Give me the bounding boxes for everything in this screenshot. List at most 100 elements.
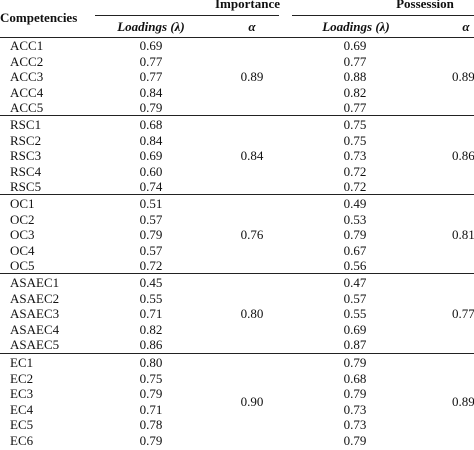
possession-loading: 0.69 <box>343 38 367 53</box>
importance-loading: 0.82 <box>139 321 163 337</box>
alpha-importance: 0.80 <box>240 306 264 321</box>
alpha-possession: 0.77 <box>452 306 474 321</box>
possession-loading: 0.56 <box>343 258 367 273</box>
importance-loading: 0.51 <box>139 196 163 211</box>
importance-loading: 0.86 <box>139 337 163 352</box>
item-code: ACC5 <box>10 100 44 115</box>
possession-loading: 0.67 <box>343 242 367 258</box>
importance-loading: 0.71 <box>139 306 163 321</box>
header-rule <box>0 37 474 38</box>
importance-loading: 0.79 <box>139 100 163 115</box>
importance-loading: 0.77 <box>139 53 163 69</box>
importance-underline <box>95 15 279 16</box>
importance-loading: 0.79 <box>139 227 163 242</box>
header-loadings-importance: Loadings (λ) <box>117 19 185 34</box>
importance-loading: 0.55 <box>139 290 163 306</box>
alpha-possession: 0.89 <box>452 393 474 409</box>
group-divider <box>0 353 474 354</box>
possession-loading: 0.68 <box>343 370 367 386</box>
importance-loading: 0.79 <box>139 432 163 448</box>
possession-loading: 0.69 <box>343 321 367 337</box>
possession-loading: 0.55 <box>343 306 367 321</box>
possession-loading: 0.47 <box>343 275 367 290</box>
item-code: ACC4 <box>10 84 44 100</box>
importance-loading: 0.78 <box>139 417 163 432</box>
importance-loading: 0.75 <box>139 370 163 386</box>
possession-loading: 0.75 <box>343 117 367 132</box>
possession-loading: 0.82 <box>343 84 367 100</box>
importance-loading: 0.72 <box>139 258 163 273</box>
importance-loading: 0.57 <box>139 211 163 227</box>
header-alpha-importance: α <box>248 19 256 34</box>
item-code: OC3 <box>10 227 35 242</box>
header-competencies: Competencies <box>0 10 78 25</box>
possession-loading: 0.53 <box>343 211 367 227</box>
header-alpha-possession: α <box>462 19 470 34</box>
header-possession: Possession <box>396 0 454 11</box>
possession-loading: 0.77 <box>343 53 367 69</box>
item-code: ACC2 <box>10 53 44 69</box>
possession-loading: 0.79 <box>343 432 367 448</box>
possession-loading: 0.79 <box>343 227 367 242</box>
alpha-importance: 0.76 <box>240 227 264 242</box>
possession-loading: 0.79 <box>343 355 367 370</box>
possession-loading: 0.79 <box>343 386 367 401</box>
item-code: EC2 <box>10 370 34 386</box>
item-code: ACC1 <box>10 38 44 53</box>
importance-loading: 0.60 <box>139 163 163 179</box>
possession-underline <box>292 15 474 16</box>
importance-loading: 0.69 <box>139 148 163 163</box>
group-divider <box>0 273 474 274</box>
possession-loading: 0.73 <box>343 148 367 163</box>
item-code: ASAEC4 <box>10 321 60 337</box>
header-importance: Importance <box>215 0 280 11</box>
possession-loading: 0.57 <box>343 290 367 306</box>
importance-loading: 0.71 <box>139 401 163 417</box>
possession-loading: 0.88 <box>343 69 367 84</box>
possession-loading: 0.49 <box>343 196 367 211</box>
alpha-possession: 0.89 <box>452 69 474 84</box>
alpha-possession: 0.86 <box>452 148 474 163</box>
possession-loading: 0.75 <box>343 132 367 148</box>
group-divider <box>0 115 474 116</box>
item-code: RSC4 <box>10 163 42 179</box>
group-divider <box>0 194 474 195</box>
alpha-importance: 0.90 <box>240 393 264 409</box>
item-code: ASAEC1 <box>10 275 60 290</box>
item-code: ACC3 <box>10 69 44 84</box>
importance-loading: 0.84 <box>139 132 163 148</box>
item-code: RSC1 <box>10 117 42 132</box>
item-code: OC5 <box>10 258 35 273</box>
item-code: EC4 <box>10 401 34 417</box>
importance-loading: 0.69 <box>139 38 163 53</box>
item-code: OC2 <box>10 211 35 227</box>
item-code: RSC2 <box>10 132 42 148</box>
alpha-importance: 0.84 <box>240 148 264 163</box>
item-code: ASAEC3 <box>10 306 60 321</box>
importance-loading: 0.80 <box>139 355 163 370</box>
item-code: ASAEC2 <box>10 290 60 306</box>
importance-loading: 0.57 <box>139 242 163 258</box>
alpha-possession: 0.81 <box>452 227 474 242</box>
possession-loading: 0.87 <box>343 337 367 352</box>
item-code: EC5 <box>10 417 34 432</box>
item-code: EC6 <box>10 432 34 448</box>
possession-loading: 0.72 <box>343 163 367 179</box>
importance-loading: 0.77 <box>139 69 163 84</box>
item-code: OC1 <box>10 196 35 211</box>
possession-loading: 0.72 <box>343 179 367 194</box>
item-code: EC3 <box>10 386 34 401</box>
importance-loading: 0.68 <box>139 117 163 132</box>
possession-loading: 0.73 <box>343 417 367 432</box>
importance-loading: 0.84 <box>139 84 163 100</box>
item-code: ASAEC5 <box>10 337 60 352</box>
possession-loading: 0.73 <box>343 401 367 417</box>
alpha-importance: 0.89 <box>240 69 264 84</box>
importance-loading: 0.45 <box>139 275 163 290</box>
item-code: OC4 <box>10 242 35 258</box>
item-code: RSC3 <box>10 148 42 163</box>
importance-loading: 0.79 <box>139 386 163 401</box>
possession-loading: 0.77 <box>343 100 367 115</box>
importance-loading: 0.74 <box>139 179 163 194</box>
